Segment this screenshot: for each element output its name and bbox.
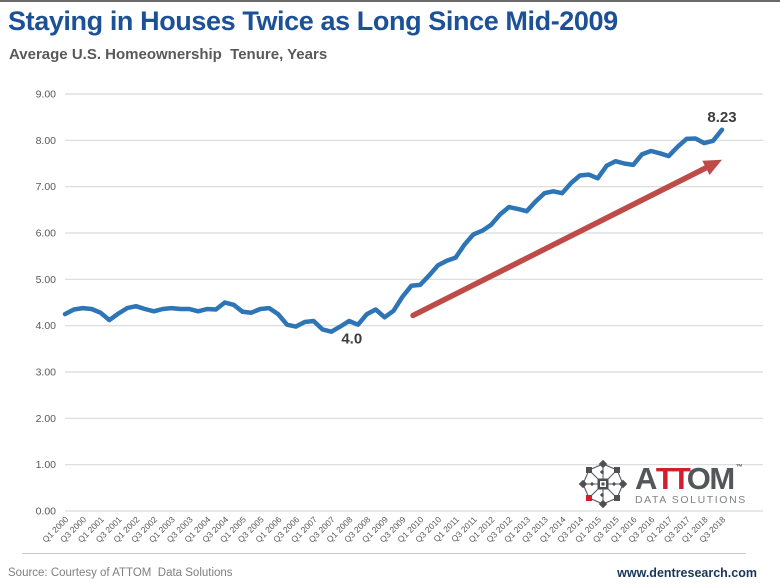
trademark-symbol: ™ bbox=[735, 463, 743, 471]
tenure-line bbox=[62, 127, 725, 334]
y-tick-label: 8.00 bbox=[36, 135, 57, 147]
y-tick-label: 4.00 bbox=[36, 320, 57, 332]
attom-wordmark: A TT OM ™ bbox=[635, 463, 747, 494]
y-tick-label: 0.00 bbox=[36, 506, 57, 518]
y-tick-label: 7.00 bbox=[36, 181, 57, 193]
attom-logo-text: A TT OM ™ DATA SOLUTIONS bbox=[635, 463, 747, 506]
y-tick-label: 1.00 bbox=[36, 459, 57, 471]
y-tick-label: 9.00 bbox=[36, 89, 57, 101]
y-tick-label: 5.00 bbox=[36, 274, 57, 286]
page-title: Staying in Houses Twice as Long Since Mi… bbox=[8, 6, 618, 36]
logo-red-node bbox=[586, 495, 592, 501]
y-tick-label: 3.00 bbox=[36, 367, 57, 379]
website-link[interactable]: www.dentresearch.com bbox=[617, 566, 757, 580]
y-tick-label: 6.00 bbox=[36, 228, 57, 240]
y-tick-label: 2.00 bbox=[36, 413, 57, 425]
trend-arrow-shaft bbox=[410, 165, 709, 319]
page-subtitle: Average U.S. Homeownership Tenure, Years bbox=[9, 46, 328, 63]
attom-logo: A TT OM ™ DATA SOLUTIONS bbox=[576, 459, 747, 509]
logo-tagline: DATA SOLUTIONS bbox=[635, 493, 747, 506]
annotation-label: 8.23 bbox=[707, 109, 736, 126]
logo-brand-a: A bbox=[635, 460, 657, 496]
footer-divider bbox=[22, 553, 746, 554]
logo-brand-om: OM bbox=[686, 460, 735, 496]
logo-brand-tt: TT bbox=[655, 460, 691, 496]
trend-arrow-head bbox=[702, 159, 722, 176]
annotation-label: 4.0 bbox=[341, 331, 362, 348]
attom-logo-icon bbox=[578, 459, 628, 509]
source-credit: Source: Courtesy of ATTOM Data Solutions bbox=[8, 567, 233, 579]
